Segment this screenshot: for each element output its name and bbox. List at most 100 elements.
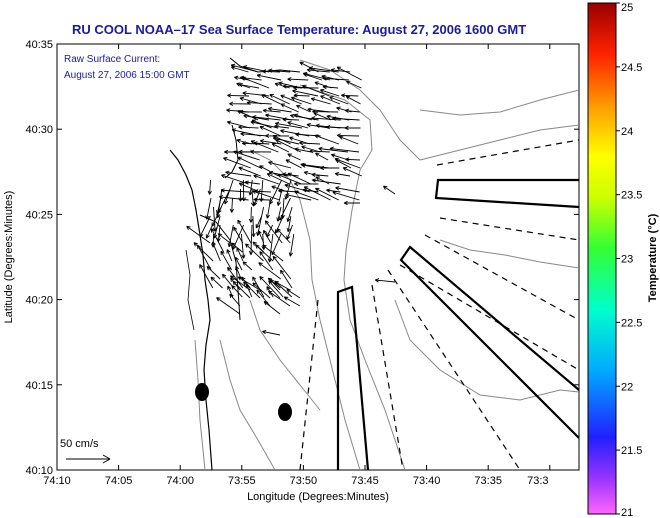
current-vector-arrow <box>259 165 279 177</box>
current-vector-arrow <box>383 185 396 195</box>
current-vector-arrow <box>271 143 290 153</box>
current-vector-arrow <box>293 93 310 98</box>
current-vector-arrow <box>269 278 281 291</box>
current-vector-arrow <box>290 96 312 105</box>
colorbar-ticks: 25 24.5 24 23.5 23 22.5 22 21.5 21 <box>616 2 642 518</box>
y-tick-label: 40:30 <box>25 124 53 136</box>
current-vector-arrow <box>226 249 233 262</box>
x-tick-label: 73:55 <box>228 475 256 487</box>
current-vector-arrow <box>229 101 251 106</box>
current-vector-arrow <box>230 63 259 73</box>
current-vector-arrow <box>325 124 349 130</box>
current-vector-arrow <box>252 115 281 121</box>
colorbar-tick-label: 25 <box>621 2 633 14</box>
current-vector-arrow <box>238 125 259 130</box>
y-tick-label: 40:15 <box>25 380 53 392</box>
current-vector-arrow <box>231 242 243 253</box>
current-vector-arrow <box>234 256 243 271</box>
current-vector-arrow <box>248 206 254 223</box>
current-vector-arrow <box>336 66 362 81</box>
current-vector-arrow <box>315 187 339 201</box>
current-vector-arrow <box>246 100 272 105</box>
current-vector-arrow <box>226 120 251 129</box>
current-vector-arrow <box>338 135 359 145</box>
current-vector-arrow <box>265 133 290 138</box>
current-vector-arrow <box>220 250 232 271</box>
current-vector-arrow <box>265 197 272 219</box>
current-vector-arrow <box>345 95 361 105</box>
current-vectors <box>186 61 396 336</box>
current-vector-arrow <box>210 276 223 289</box>
current-vector-arrow <box>230 275 251 291</box>
bathymetry-contour-4 <box>419 124 579 161</box>
current-vector-arrow <box>211 241 221 262</box>
current-vector-arrow <box>231 285 243 298</box>
current-vector-arrow <box>227 266 244 289</box>
current-vector-arrow <box>286 206 293 223</box>
current-vector-arrow <box>237 156 261 169</box>
colorbar-tick-label: 24.5 <box>621 62 642 74</box>
current-vector-arrow <box>292 89 319 97</box>
current-vector-arrow <box>229 293 241 307</box>
x-axis-label: Longitude (Degrees:Minutes) <box>247 491 389 503</box>
current-vector-arrow <box>252 282 271 299</box>
current-vector-arrow <box>322 76 350 81</box>
bathymetry-contour-10 <box>419 89 579 116</box>
current-vector-arrow <box>242 261 253 271</box>
current-vector-arrow <box>286 215 292 233</box>
current-vector-arrow <box>314 134 339 145</box>
current-vector-arrow <box>282 172 299 177</box>
current-vector-arrow <box>233 150 260 161</box>
current-vector-arrow <box>221 174 249 185</box>
current-vector-arrow <box>345 157 361 162</box>
current-vector-arrow <box>233 226 244 244</box>
current-vector-arrow <box>261 94 281 105</box>
current-vector-arrow <box>293 181 319 187</box>
current-vector-arrow <box>319 165 340 171</box>
current-vector-arrow <box>344 108 360 113</box>
current-vector-arrow <box>315 176 330 185</box>
current-vector-arrow <box>280 103 299 113</box>
current-vector-arrow <box>280 94 302 105</box>
current-vector-arrow <box>244 180 260 185</box>
colorbar-tick-label: 23 <box>621 254 633 266</box>
current-vector-arrow <box>286 224 293 240</box>
current-vector-arrow <box>256 289 271 307</box>
radar-sector-lines <box>299 139 579 470</box>
current-vector-arrow <box>287 121 309 129</box>
current-vector-arrow <box>250 120 279 129</box>
current-vector-arrow <box>263 301 281 315</box>
y-tick-label: 40:35 <box>25 39 53 51</box>
current-vector-arrow <box>197 244 212 271</box>
current-vector-arrow <box>243 281 261 299</box>
current-vector-arrow <box>205 197 212 220</box>
current-vector-arrow <box>264 220 283 244</box>
bathymetry-contour-9 <box>249 299 321 411</box>
current-vector-arrow <box>285 159 302 169</box>
current-vector-arrow <box>311 116 341 121</box>
current-vector-arrow <box>287 153 301 161</box>
current-vector-arrow <box>374 278 396 283</box>
x-tick-label: 73:50 <box>290 475 318 487</box>
current-vector-arrow <box>294 147 312 153</box>
current-vector-arrow <box>344 125 361 131</box>
x-tick-label: 74:10 <box>43 475 71 487</box>
current-vector-arrow <box>319 88 340 97</box>
annotation-line-2: August 27, 2006 15:00 GMT <box>64 70 190 81</box>
current-vector-arrow <box>259 125 282 137</box>
current-vector-arrow <box>241 76 270 89</box>
current-vector-arrow <box>287 172 312 185</box>
current-vector-arrow <box>315 152 329 161</box>
current-vector-arrow <box>274 82 290 89</box>
current-vector-arrow <box>268 68 291 73</box>
colorbar-tick-label: 22 <box>621 381 633 393</box>
bathymetry-contour-5 <box>439 239 579 269</box>
coastline-inner <box>199 214 241 321</box>
current-vector-arrow <box>257 230 265 244</box>
y-axis-label: Latitude (Degrees:Minutes) <box>3 191 15 324</box>
current-vector-arrow <box>326 188 341 193</box>
current-vector-arrow <box>232 280 251 299</box>
current-vector-arrow <box>240 233 246 259</box>
current-vector-arrow <box>284 179 292 200</box>
